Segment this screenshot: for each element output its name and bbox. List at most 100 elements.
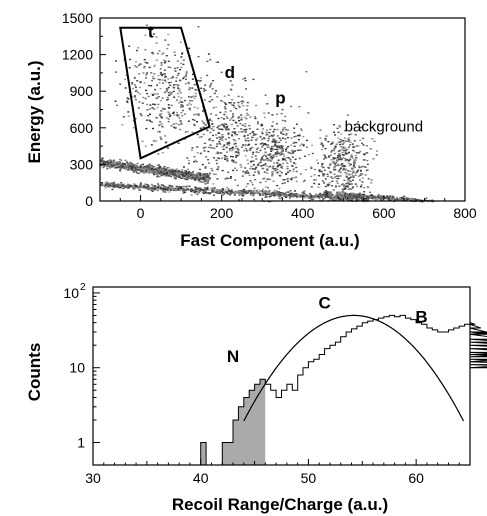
scatter-point (337, 155, 340, 157)
scatter-point (346, 184, 349, 187)
scatter-point (150, 85, 153, 87)
scatter-point (284, 126, 287, 129)
scatter-point (145, 119, 148, 121)
scatter-point (144, 97, 147, 100)
scatter-point (323, 158, 325, 160)
scatter-point (132, 186, 135, 188)
scatter-point (159, 88, 162, 90)
scatter-point (237, 104, 240, 106)
scatter-point (267, 140, 270, 142)
scatter-point (294, 158, 297, 160)
scatter-point (261, 190, 264, 192)
scatter-point (181, 188, 184, 190)
scatter-point (353, 146, 356, 148)
scatter-point (121, 164, 124, 167)
scatter-point (273, 140, 276, 142)
scatter-point (180, 101, 183, 103)
scatter-point (106, 182, 109, 184)
scatter-point (104, 184, 107, 187)
scatter-point (366, 159, 369, 162)
scatter-point (184, 171, 187, 174)
scatter-point (324, 189, 327, 192)
scatter-point (271, 156, 274, 158)
scatter-point (158, 124, 161, 126)
scatter-point (126, 101, 129, 103)
scatter-point (182, 185, 185, 188)
scatter-point (190, 176, 193, 178)
scatter-point (330, 176, 333, 178)
scatter-point (183, 188, 185, 191)
scatter-point (146, 109, 149, 111)
scatter-point (176, 111, 179, 114)
scatter-point (244, 131, 247, 133)
scatter-point (171, 168, 174, 171)
scatter-point (332, 150, 335, 152)
scatter-point (167, 33, 170, 36)
scatter-point (143, 58, 146, 61)
scatter-point (229, 177, 232, 179)
scatter-point (359, 150, 362, 153)
scatter-point (245, 112, 248, 114)
scatter-point (298, 138, 300, 141)
scatter-point (147, 187, 150, 189)
scatter-point (286, 168, 289, 170)
scatter-point (319, 137, 322, 139)
scatter-point (275, 152, 277, 154)
scatter-point (248, 190, 250, 192)
scatter-point (125, 74, 128, 76)
scatter-point (204, 146, 207, 149)
scatter-point (351, 197, 354, 200)
scatter-point (281, 128, 284, 131)
scatter-point (173, 51, 176, 53)
scatter-point (106, 186, 109, 188)
scatter-point (146, 184, 149, 186)
scatter-point (249, 167, 252, 170)
scatter-point (216, 192, 219, 194)
scatter-point (155, 170, 158, 173)
scatter-point (280, 193, 283, 195)
scatter-point (241, 146, 243, 148)
scatter-point (262, 155, 264, 157)
scatter-point (160, 173, 163, 175)
scatter-point (330, 159, 333, 161)
scatter-point (156, 93, 159, 95)
scatter-point (351, 168, 354, 170)
scatter-point (228, 102, 231, 104)
scatter-point (196, 152, 199, 154)
scatter-point (132, 167, 135, 169)
scatter-point (337, 131, 340, 133)
scatter-point (123, 164, 126, 166)
scatter-point (144, 168, 147, 171)
scatter-point (136, 185, 139, 187)
scatter-point (160, 138, 163, 140)
scatter-point (162, 82, 165, 84)
scatter-point (355, 145, 358, 147)
scatter-point (285, 196, 288, 198)
scatter-point (283, 182, 286, 184)
scatter-point (203, 99, 206, 101)
scatter-point (208, 138, 211, 141)
scatter-point (264, 163, 267, 165)
scatter-point (208, 146, 211, 149)
scatter-point (196, 193, 199, 195)
scatter-point (158, 82, 161, 84)
scatter-point (194, 179, 197, 181)
scatter-point (294, 194, 297, 197)
scatter-point (166, 171, 168, 174)
scatter-point (292, 170, 295, 172)
scatter-point (141, 168, 144, 170)
scatter-point (194, 191, 197, 193)
scatter-point (310, 198, 313, 200)
scatter-point (272, 131, 275, 133)
scatter-point (231, 147, 233, 149)
scatter-point (285, 150, 287, 152)
scatter-point (112, 185, 115, 187)
scatter-point (213, 189, 215, 191)
scatter-point (115, 162, 118, 164)
scatter-point (139, 182, 142, 184)
scatter-point (233, 132, 236, 134)
scatter-point (163, 59, 166, 62)
scatter-point (359, 139, 362, 142)
scatter-point (199, 187, 201, 189)
scatter-point (108, 167, 111, 169)
